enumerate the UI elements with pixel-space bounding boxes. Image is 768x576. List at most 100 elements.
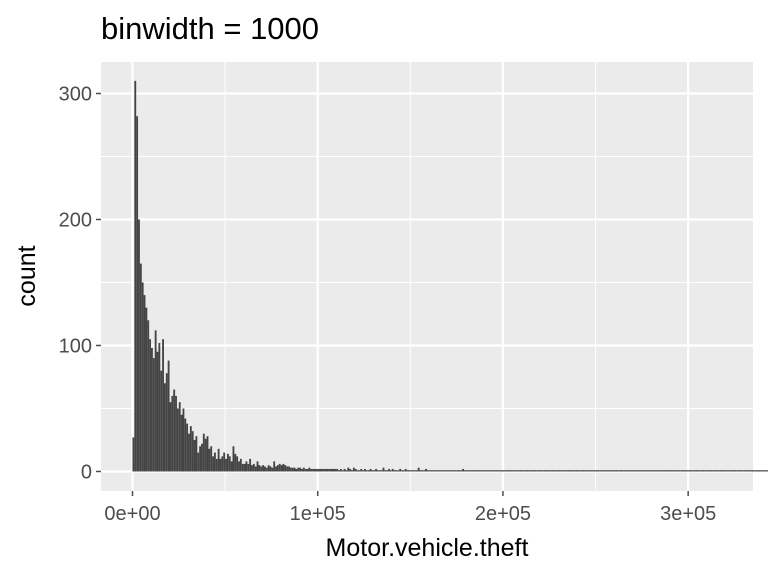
histogram-bar (617, 470, 620, 472)
histogram-bar (225, 458, 227, 472)
histogram-bar (452, 470, 455, 472)
histogram-bar (143, 295, 146, 472)
histogram-bar (139, 263, 142, 472)
histogram-bar (136, 116, 139, 472)
histogram-bar (673, 470, 676, 472)
histogram-bar (134, 80, 137, 472)
histogram-bar (658, 470, 661, 472)
histogram-bar (132, 437, 135, 472)
histogram-bar (284, 465, 287, 472)
histogram-bar (176, 408, 179, 472)
histogram-bar (462, 468, 465, 472)
histogram-bar (652, 470, 655, 472)
histogram-bar (251, 465, 253, 472)
histogram-bar (515, 470, 518, 472)
histogram-bar (165, 373, 168, 472)
histogram-bar (228, 456, 231, 472)
histogram-bar (201, 443, 203, 472)
histogram-bar (497, 470, 500, 472)
histogram-bar (265, 467, 268, 472)
histogram-bar (230, 461, 233, 472)
histogram-bar (486, 470, 489, 472)
histogram-bar (358, 470, 361, 472)
histogram-bar (434, 470, 437, 472)
histogram-bar (252, 463, 255, 472)
histogram-bar (645, 470, 648, 472)
histogram-bar (660, 470, 663, 472)
histogram-bar (456, 470, 459, 472)
histogram-bar (336, 468, 339, 472)
histogram-bar (697, 470, 700, 472)
histogram-bar (213, 452, 216, 472)
histogram-bar (417, 467, 420, 472)
histogram-bar (438, 470, 440, 472)
histogram-bar (158, 342, 161, 472)
histogram-bar (145, 307, 148, 472)
histogram-bar (732, 470, 735, 472)
histogram-bar (430, 470, 433, 472)
histogram-bar (204, 438, 207, 472)
histogram-bar (753, 470, 755, 472)
histogram-bar (702, 470, 705, 472)
histogram-bar (693, 470, 696, 472)
histogram-bar (690, 470, 692, 472)
histogram-bar (623, 470, 626, 472)
histogram-bar (754, 470, 757, 472)
histogram-bar (640, 470, 642, 472)
histogram-bar (602, 470, 605, 472)
histogram-bar (280, 465, 283, 472)
histogram-bar (217, 448, 220, 472)
histogram-bar (180, 414, 183, 472)
histogram-bar (154, 330, 157, 472)
histogram-bar (506, 470, 509, 472)
histogram-bar (512, 470, 515, 472)
histogram-bar (275, 466, 277, 472)
histogram-bar (254, 466, 257, 472)
histogram-bar (267, 465, 270, 472)
histogram-bar (195, 436, 198, 472)
histogram-bar (260, 466, 263, 472)
histogram-bar (686, 470, 689, 472)
histogram-bar (308, 467, 311, 472)
histogram-bar (569, 470, 572, 472)
histogram-bar (743, 470, 746, 472)
histogram-bar (514, 470, 516, 472)
histogram-bar (306, 468, 309, 472)
histogram-bar (243, 463, 246, 472)
histogram-bar (625, 470, 628, 472)
histogram-bar (286, 466, 289, 472)
histogram-bar (651, 470, 653, 472)
histogram-bar (399, 468, 402, 472)
histogram-bar (630, 470, 633, 472)
histogram-bar (197, 452, 200, 472)
histogram-bar (402, 470, 405, 472)
histogram-bar (691, 470, 694, 472)
histogram-bar (499, 470, 502, 472)
histogram-bar (226, 453, 229, 472)
histogram-bar (649, 470, 652, 472)
histogram-bar (423, 470, 426, 472)
histogram-bar (315, 468, 318, 472)
histogram-bar (332, 468, 335, 472)
histogram-bar (628, 470, 631, 472)
histogram-bar (301, 468, 303, 472)
histogram-bar (510, 470, 513, 472)
histogram-bar (751, 470, 753, 472)
histogram-bar (495, 470, 498, 472)
histogram-bar (439, 470, 442, 472)
histogram-bar (367, 470, 370, 472)
histogram-bar (393, 470, 396, 472)
histogram-bar (591, 470, 594, 472)
histogram-bar (427, 470, 429, 472)
histogram-bar (710, 470, 713, 472)
y-tick-label: 300 (59, 83, 92, 105)
histogram-bar (460, 470, 463, 472)
histogram-bar (612, 470, 615, 472)
histogram-bar (317, 468, 320, 472)
histogram-bar (215, 458, 218, 472)
histogram-bar (388, 468, 390, 472)
histogram-bar (684, 470, 687, 472)
histogram-bar (323, 468, 326, 472)
histogram-bar (364, 468, 366, 472)
histogram-bar (365, 470, 368, 472)
